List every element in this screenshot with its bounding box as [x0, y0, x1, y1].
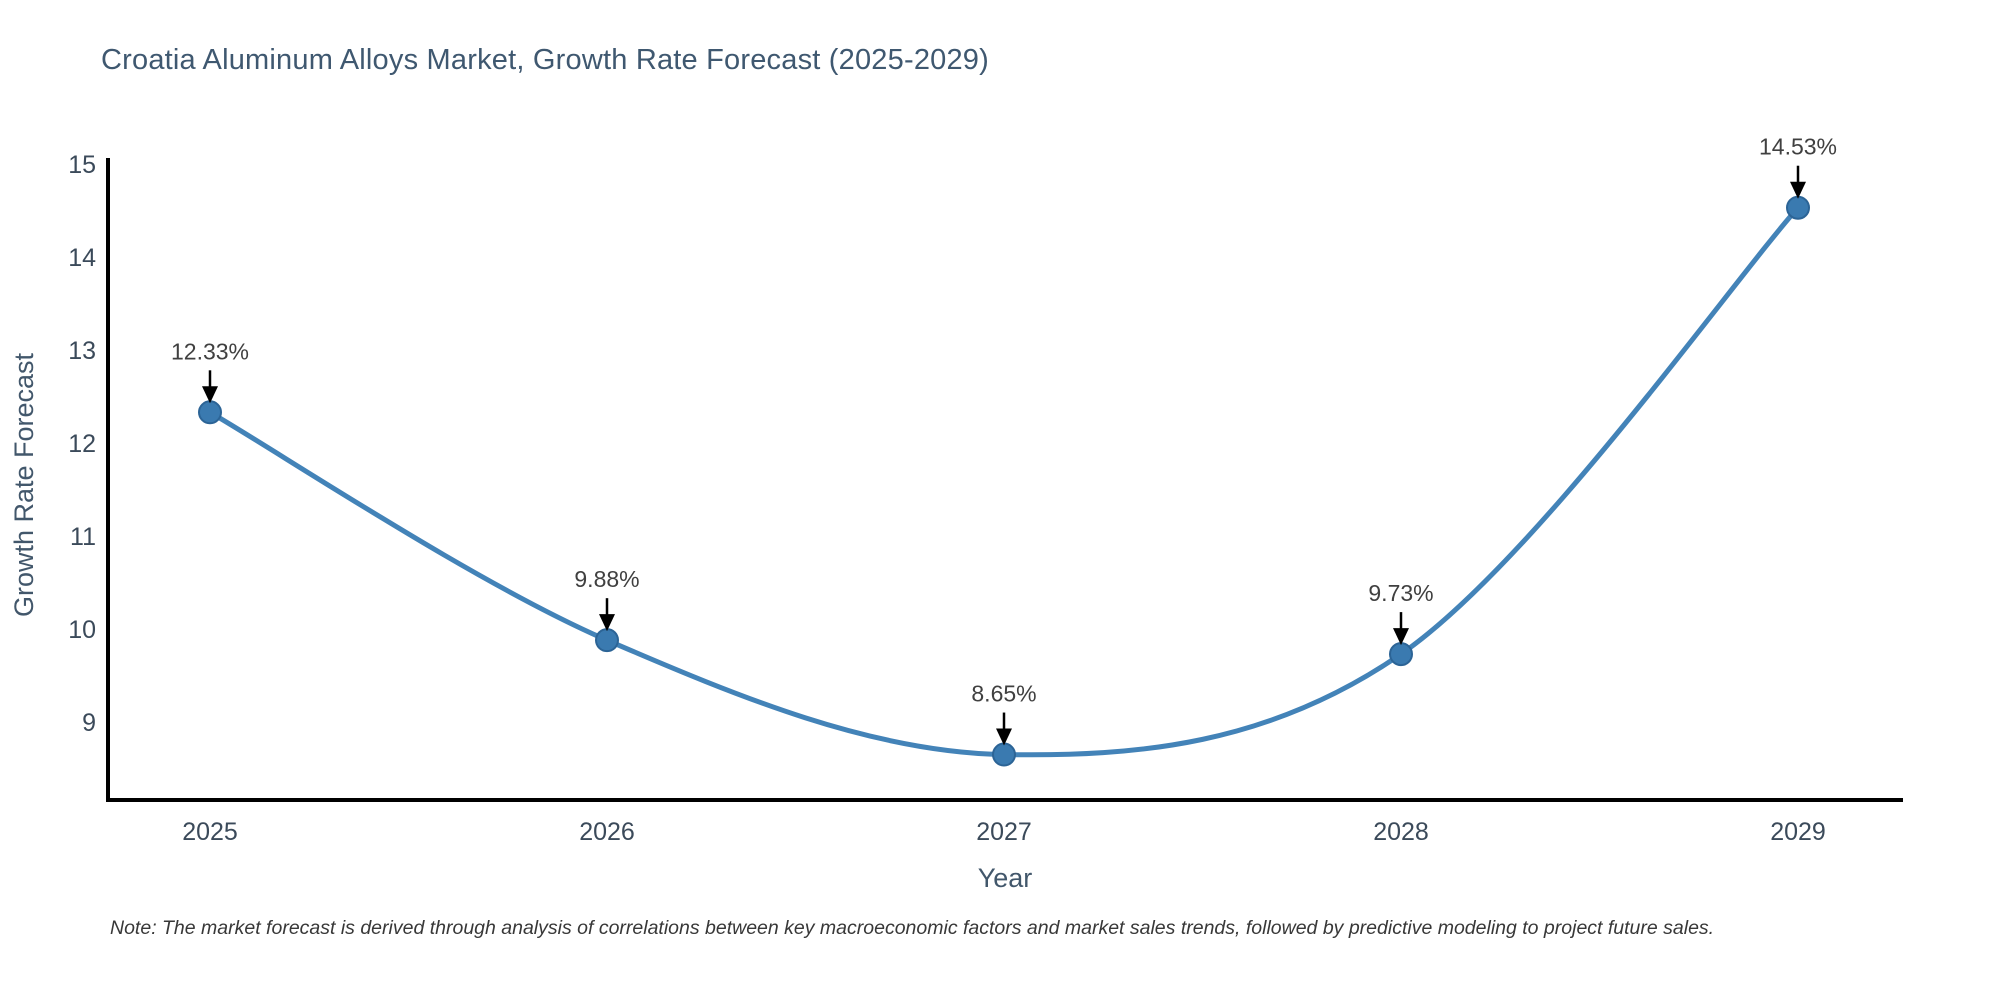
data-point-marker	[198, 400, 222, 425]
data-point-label: 8.65%	[971, 681, 1036, 707]
y-tick-label: 15	[68, 151, 96, 179]
y-tick-label: 11	[70, 523, 96, 551]
y-tick-label: 12	[68, 430, 96, 458]
x-tick-label: 2028	[1373, 818, 1429, 846]
annotation-arrowhead-icon	[996, 728, 1012, 746]
y-tick-label: 9	[82, 709, 96, 737]
data-point-label: 9.88%	[574, 566, 639, 592]
x-tick-label: 2027	[976, 818, 1032, 846]
data-point-marker	[1389, 642, 1413, 667]
data-point-marker	[992, 742, 1016, 767]
x-tick-label: 2029	[1770, 818, 1826, 846]
data-point-label: 9.73%	[1368, 580, 1433, 606]
x-tick-label: 2025	[182, 818, 238, 846]
y-axis-title: Growth Rate Forecast	[9, 352, 39, 617]
annotation-arrowhead-icon	[1790, 181, 1806, 199]
forecast-line	[207, 205, 1801, 758]
y-tick-label: 13	[68, 337, 96, 365]
y-tick-label: 14	[68, 244, 96, 272]
x-tick-label: 2026	[579, 818, 635, 846]
chart-title: Croatia Aluminum Alloys Market, Growth R…	[101, 44, 989, 76]
footnote: Note: The market forecast is derived thr…	[110, 917, 1715, 939]
annotation-arrowhead-icon	[202, 386, 218, 404]
y-tick-label: 10	[68, 616, 96, 644]
annotation-arrowhead-icon	[1393, 628, 1409, 646]
data-point-marker	[595, 628, 619, 653]
data-point-marker	[1786, 195, 1810, 220]
data-point-label: 12.33%	[171, 338, 249, 364]
annotation-arrowhead-icon	[599, 614, 615, 632]
data-point-label: 14.53%	[1759, 134, 1837, 160]
x-axis-title: Year	[978, 863, 1033, 893]
